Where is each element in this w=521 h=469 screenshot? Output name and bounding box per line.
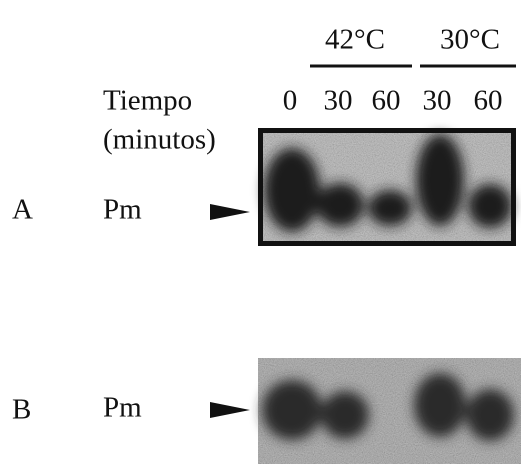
band-label: Pm [103, 194, 142, 226]
time-label: Tiempo [103, 85, 192, 117]
arrow [210, 402, 250, 418]
condition-label: 30°C [440, 24, 500, 56]
time-value: 60 [474, 85, 503, 117]
panel-label: A [12, 194, 33, 226]
arrow [210, 204, 250, 220]
time-value: 30 [324, 85, 353, 117]
band-label: Pm [103, 392, 142, 424]
time-value: 0 [283, 85, 298, 117]
time-value: 30 [423, 85, 452, 117]
blot-b [258, 358, 521, 464]
time-unit: (minutos) [103, 124, 216, 156]
panel-label: B [12, 394, 31, 426]
time-value: 60 [372, 85, 401, 117]
blot-a [258, 128, 516, 246]
condition-label: 42°C [325, 24, 385, 56]
